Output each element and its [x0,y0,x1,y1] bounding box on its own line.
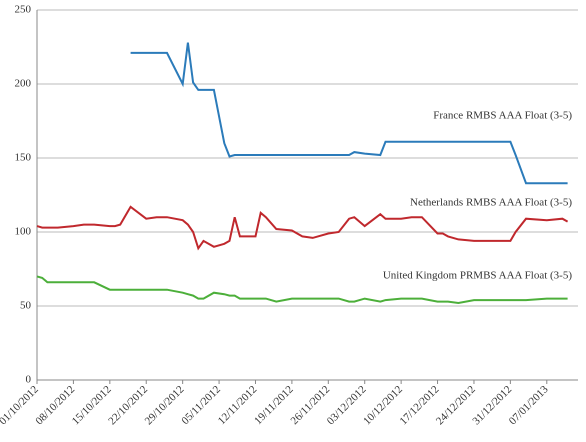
y-tick-label: 200 [15,78,32,90]
series-line [36,205,569,251]
y-tick-label: 100 [15,226,32,238]
y-tick-label: 50 [20,300,32,312]
series-label: France RMBS AAA Float (3-5) [433,110,572,122]
series-line [36,275,568,305]
x-tick-label: 29/10/2012 [143,383,187,427]
series-label: Netherlands RMBS AAA Float (3-5) [410,197,572,209]
y-tick-label: 250 [15,4,32,16]
y-tick-label: 150 [15,152,32,164]
y-tick-label: 0 [26,374,32,386]
series-line [130,42,568,185]
series-label: United Kingdom PRMBS AAA Float (3-5) [383,270,572,282]
x-tick-label: 07/01/2013 [507,383,551,427]
